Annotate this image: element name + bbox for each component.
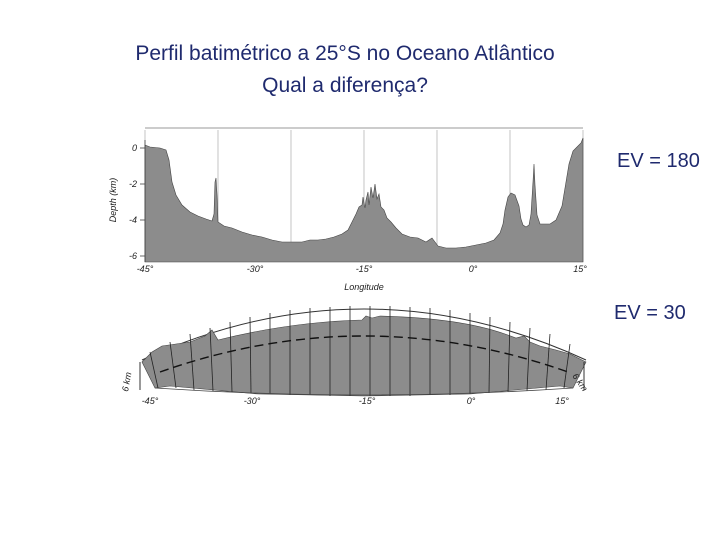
vertical-exaggeration-top: EV = 180: [617, 150, 700, 172]
top-y-tick-2: -2: [129, 179, 137, 189]
bottom-left-scale: 6 km: [120, 371, 133, 392]
top-x-tick-3: -15°: [356, 264, 373, 274]
bottom-x-tick-1: -45°: [142, 396, 159, 406]
top-y-ticks: [140, 147, 145, 257]
bottom-bathymetry-fill: [141, 315, 587, 397]
bottom-x-tick-5: 15°: [555, 396, 569, 406]
top-x-tick-5: 15°: [573, 264, 587, 274]
bottom-sea-surface-arc: [141, 308, 587, 361]
bottom-x-tick-2: -30°: [244, 396, 261, 406]
bottom-profile: 6 km 6 km -45° -30° -15° 0° 15°: [120, 306, 590, 406]
bottom-x-tick-3: -15°: [359, 396, 376, 406]
top-y-axis-label: Depth (km): [108, 178, 118, 223]
top-bathymetry-fill: [144, 137, 584, 263]
page-title: Perfil batimétrico a 25°S no Oceano Atlâ…: [135, 42, 555, 65]
top-y-tick-0: 0: [132, 143, 137, 153]
top-y-tick-4: -4: [129, 215, 137, 225]
top-x-axis-label: Longitude: [344, 282, 384, 292]
bottom-base-arc: [154, 387, 574, 396]
top-x-tick-2: -30°: [247, 264, 264, 274]
top-profile: 0 -2 -4 -6 Depth (km) -45° -30° -15° 0° …: [108, 127, 587, 292]
top-x-tick-1: -45°: [137, 264, 154, 274]
vertical-exaggeration-bottom: EV = 30: [614, 302, 686, 324]
page-subtitle: Qual a diferença?: [262, 74, 428, 97]
top-x-tick-4: 0°: [469, 264, 478, 274]
bottom-x-tick-4: 0°: [467, 396, 476, 406]
bottom-reference-arc: [159, 335, 569, 373]
top-y-tick-6: -6: [129, 251, 137, 261]
bottom-radial-lines: [149, 306, 571, 396]
